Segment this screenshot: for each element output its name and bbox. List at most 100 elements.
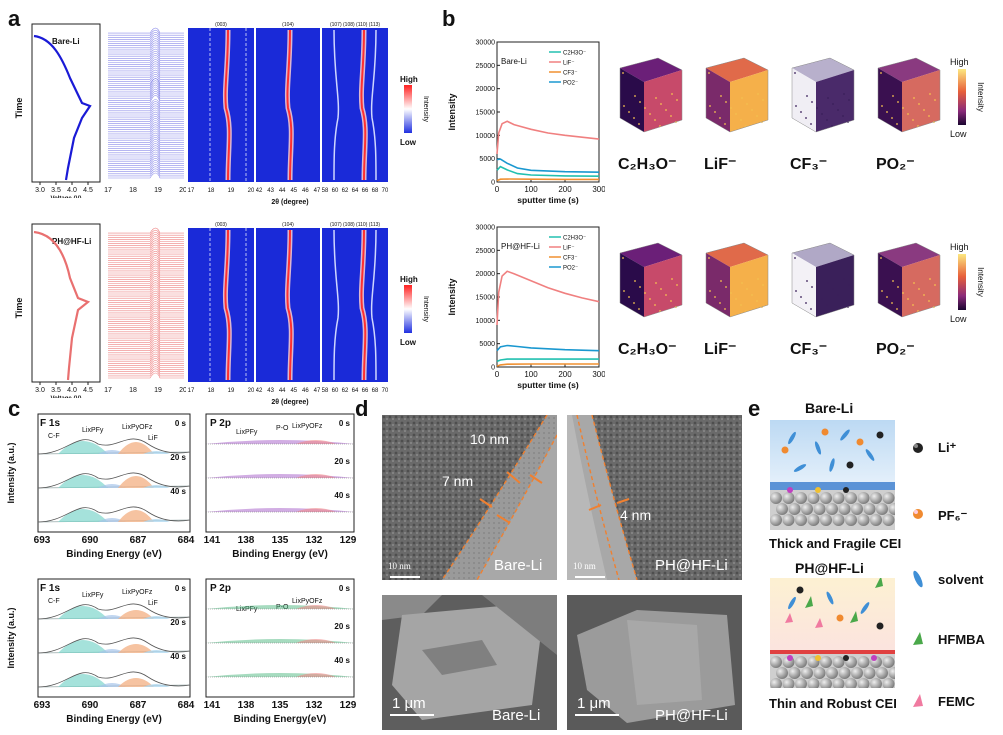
lattice-atom (820, 514, 832, 526)
cube-speckle (665, 109, 667, 111)
legend-entry: PO2⁻ (563, 81, 578, 87)
xrd-trace (108, 349, 184, 356)
xrd-trace (108, 50, 184, 57)
tof-sims-cube-0-3 (877, 57, 941, 133)
xrd-trace (108, 267, 184, 274)
series-line (496, 165, 600, 177)
cube-left (620, 253, 644, 317)
xrd-waterfall-1: 17 18 19 20 (104, 227, 186, 394)
cube-speckle (892, 95, 894, 97)
xps-time-label: 20 s (170, 618, 186, 627)
xrd-trace (108, 313, 184, 320)
cube-speckle (811, 286, 813, 288)
xrd-trace (108, 67, 184, 74)
legend-hfmba: HFMBA (910, 630, 985, 648)
cube-right (816, 255, 854, 317)
xrd-trace (108, 255, 184, 261)
xps-peak-lipo (118, 510, 154, 522)
time-axis-label: Time (14, 298, 24, 319)
cube-speckle (816, 292, 818, 294)
sims-colorbar-gradient (958, 254, 966, 310)
xps-time-label: 0 s (339, 584, 351, 593)
cube-speckle (800, 296, 802, 298)
contour-background (188, 228, 254, 382)
y-tick-label: 15000 (476, 110, 496, 117)
cube-speckle (751, 294, 753, 296)
two-theta-label: 2θ (degree) (271, 399, 308, 406)
xrd-trace (108, 84, 184, 93)
voltage-sample-label: Bare-Li (52, 37, 80, 46)
colorbar-gradient (404, 85, 412, 133)
contour-peak-core (360, 229, 367, 381)
y-axis-label: Intensity (447, 278, 457, 315)
cube-speckle (751, 109, 753, 111)
cube-speckle (880, 72, 882, 74)
xps-p2p-peak (296, 673, 336, 677)
lattice-atom (813, 503, 826, 515)
x-tick-label: 200 (558, 370, 572, 379)
xrd-trace (108, 234, 184, 240)
xps-peak-lipf (98, 683, 126, 687)
legend-hfmba-label: HFMBA (938, 632, 985, 647)
xps-peak-lipo (118, 644, 154, 653)
xrd-trace (108, 120, 184, 126)
lattice-atom (832, 678, 845, 688)
lattice-atom (795, 656, 807, 668)
xrd-trace (108, 151, 184, 158)
lattice-atom (888, 667, 895, 679)
xrd-trace (108, 130, 184, 137)
lattice-atom (807, 492, 820, 504)
plot-sample-label: Bare-Li (501, 57, 527, 66)
cube-speckle (746, 103, 748, 105)
xrd-tick-label: 20 (179, 387, 186, 394)
xrd-trace (108, 265, 184, 272)
cube-speckle (757, 278, 759, 280)
xrd-trace (108, 305, 184, 312)
xps-x-label: Binding Energy(eV) (234, 714, 327, 725)
xrd-trace (108, 366, 184, 372)
x-axis-label: sputter time (s) (517, 380, 579, 390)
xps-envelope (37, 637, 191, 654)
xps-label-lipf: LixPFy (82, 427, 104, 434)
cube-speckle (897, 286, 899, 288)
xps-peak-cf (58, 640, 108, 653)
lattice-atom (820, 656, 832, 668)
xrd-trace (108, 122, 184, 128)
tof-sims-cube-1-1 (705, 242, 769, 318)
x-tick-label: 300 (592, 185, 605, 194)
xps-label-cf: C-F (48, 433, 60, 440)
lattice-atom (782, 492, 795, 504)
cube-speckle (848, 284, 850, 286)
cube-speckle (881, 105, 883, 107)
lattice-atom (795, 492, 807, 504)
xps-time-label: 40 s (170, 652, 186, 661)
xrd-trace (108, 259, 184, 265)
cube-outline (705, 57, 769, 133)
xrd-trace (108, 164, 184, 170)
xrd-trace (108, 71, 184, 78)
cube-speckle (928, 115, 930, 117)
cube-speckle (714, 296, 716, 298)
cube-speckle (756, 115, 758, 117)
sims-colorbar-low: Low (950, 129, 967, 139)
xrd-trace (108, 158, 184, 164)
contour-tick-label: 17 (188, 388, 195, 394)
xps-peak-lipo (118, 610, 154, 619)
schematic-bare-caption: Thick and Fragile CEI (769, 536, 902, 551)
contour-tick-label: 43 (267, 388, 274, 394)
xps-tick-label: 693 (34, 700, 51, 711)
legend-pf6-label: PF₆⁻ (938, 508, 968, 523)
xrd-trace (108, 126, 184, 133)
contour-tick-label: 20 (248, 388, 254, 394)
xrd-trace (108, 88, 184, 97)
cube-speckle (934, 284, 936, 286)
contour-tick-label: 18 (208, 188, 215, 194)
contour-tick-label: 45 (290, 188, 297, 194)
xrd-trace (108, 95, 184, 103)
lattice-atom (857, 492, 870, 504)
voltage-frame (31, 23, 101, 183)
xrd-trace (108, 38, 184, 44)
xps-tick-label: 135 (272, 535, 289, 546)
y-axis-label: Intensity (447, 93, 457, 130)
tem-scale-phhf: 10 nm (573, 561, 596, 571)
